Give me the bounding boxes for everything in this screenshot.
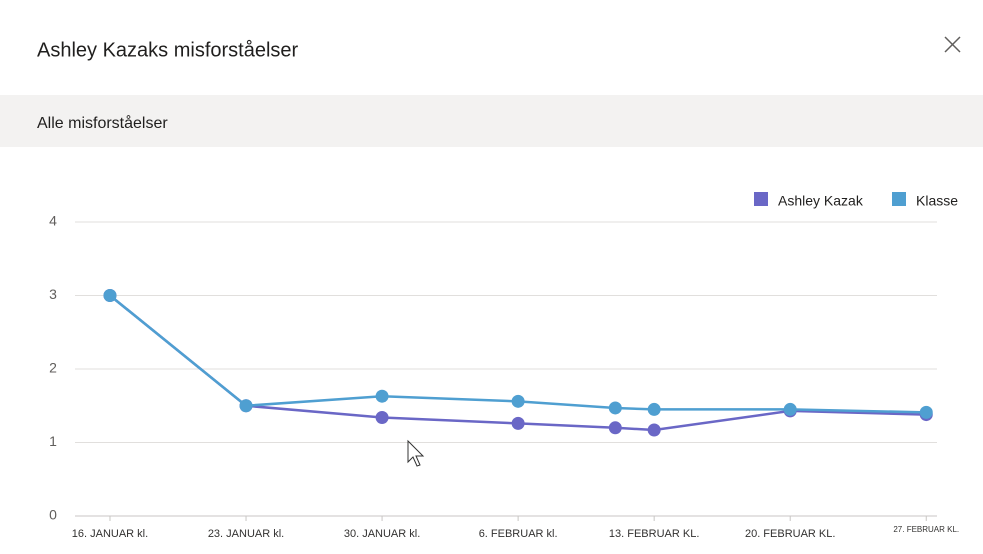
data-point — [239, 399, 253, 413]
y-tick-label: 2 — [49, 360, 57, 376]
data-point — [647, 423, 661, 437]
mouse-cursor — [407, 439, 425, 467]
section-title: Alle misforståelser — [37, 114, 168, 132]
series-line — [109, 294, 927, 432]
legend-swatch — [892, 192, 906, 206]
data-point — [375, 411, 389, 425]
data-point — [608, 401, 622, 415]
close-button[interactable] — [944, 36, 961, 53]
y-tick-label: 3 — [49, 286, 57, 302]
chart: 0 1 2 3 4 16. JANUAR kl. 23. JANUAR kl. 30. JAN… — [49, 192, 959, 540]
x-tick-label: 13. FEBRUAR KL. — [609, 528, 699, 540]
x-tick-label: 6. FEBRUAR kl. — [479, 528, 558, 540]
data-point — [375, 389, 389, 403]
y-tick-label: 1 — [49, 433, 57, 449]
legend-label: Ashley Kazak — [778, 193, 864, 209]
data-point — [511, 394, 525, 408]
dialog-title: Ashley Kazaks misforståelser — [37, 39, 299, 61]
legend-label: Klasse — [916, 193, 958, 209]
section-band — [0, 95, 983, 147]
close-icon[interactable] — [944, 36, 961, 53]
y-tick-label: 4 — [49, 213, 57, 229]
data-point — [103, 289, 117, 302]
x-tick-label: 16. JANUAR kl. — [72, 528, 148, 540]
data-point — [608, 421, 622, 435]
series-line — [109, 294, 927, 414]
data-point — [919, 405, 933, 419]
legend-swatch — [754, 192, 768, 206]
y-tick-label: 0 — [49, 507, 57, 523]
x-tick-label: 20. FEBRUAR KL. — [745, 528, 835, 540]
data-point — [511, 416, 525, 430]
data-point — [783, 402, 797, 416]
x-tick-label: 27. FEBRUAR KL. — [893, 525, 959, 534]
x-tick-label: 23. JANUAR kl. — [208, 528, 284, 540]
data-point — [647, 402, 661, 416]
x-tick-label: 30. JANUAR kl. — [344, 528, 420, 540]
